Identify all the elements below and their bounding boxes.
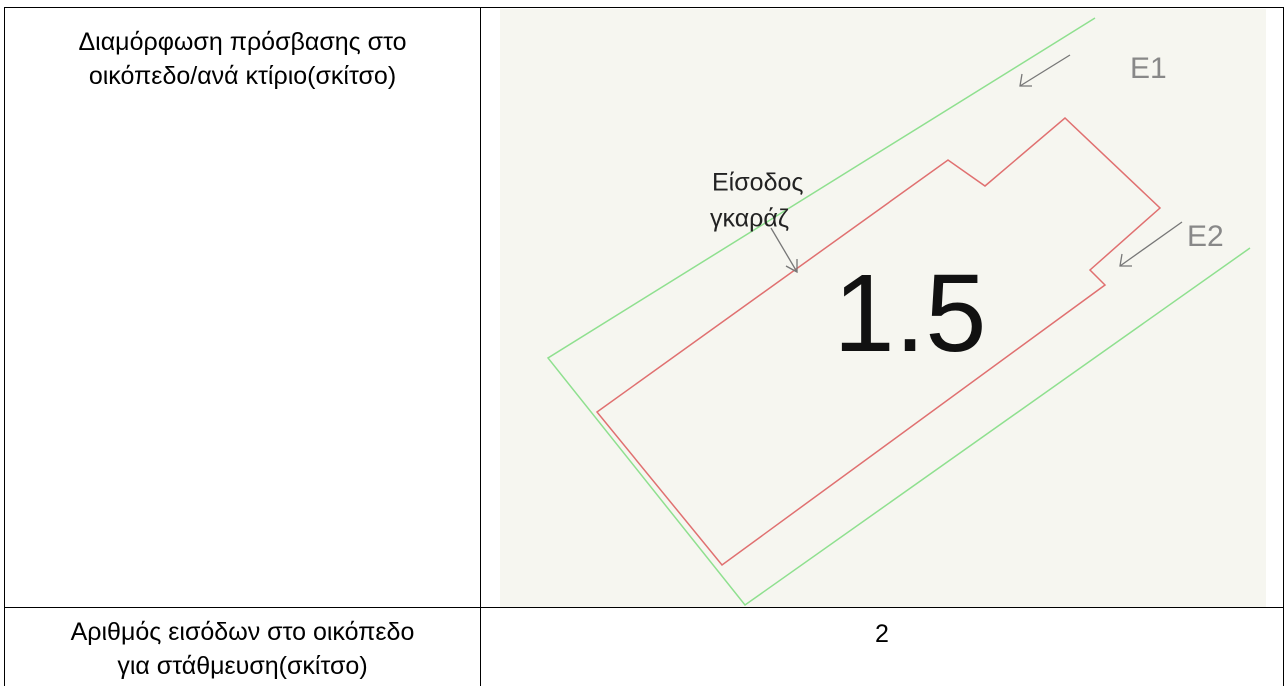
arrow-head bbox=[1119, 253, 1132, 267]
value: 2 bbox=[875, 620, 889, 648]
arrow-e1 bbox=[1019, 54, 1071, 87]
border-left bbox=[4, 7, 5, 686]
arrow-garage bbox=[770, 227, 798, 273]
label-line: για στάθμευση(σκίτσο) bbox=[117, 652, 368, 680]
arrow-head bbox=[785, 259, 798, 274]
arrow-e2 bbox=[1119, 221, 1183, 267]
arrows bbox=[770, 54, 1183, 274]
plot-number: 1.5 bbox=[834, 252, 987, 375]
entrance-label: γκαράζ bbox=[710, 205, 789, 233]
border-top bbox=[4, 7, 1284, 8]
border-right bbox=[1283, 7, 1284, 686]
entry-label: E2 bbox=[1187, 220, 1224, 253]
building-outline bbox=[595, 116, 1162, 567]
value-cell: 2 bbox=[481, 608, 1283, 686]
label-line: Διαμόρφωση πρόσβασης στο bbox=[78, 28, 407, 56]
label-line: οικόπεδο/ανά κτίριο(σκίτσο) bbox=[88, 62, 397, 90]
sketch-cell: E1 E2 Είσοδος γκαράζ 1.5 bbox=[481, 8, 1283, 607]
entry-label: E1 bbox=[1130, 52, 1167, 85]
label-cell: Διαμόρφωση πρόσβασης στο οικόπεδο/ανά κτ… bbox=[5, 8, 480, 607]
label-line: Αριθμός εισόδων στο οικόπεδο bbox=[70, 618, 415, 646]
label-cell: Αριθμός εισόδων στο οικόπεδο για στάθμευ… bbox=[5, 608, 480, 686]
plot-boundary bbox=[546, 17, 1251, 607]
sketch: E1 E2 Είσοδος γκαράζ 1.5 bbox=[500, 9, 1266, 607]
border-row bbox=[4, 607, 1284, 608]
border-middle bbox=[480, 7, 481, 686]
entrance-label: Είσοδος bbox=[712, 169, 803, 197]
arrow-head bbox=[1019, 73, 1032, 87]
